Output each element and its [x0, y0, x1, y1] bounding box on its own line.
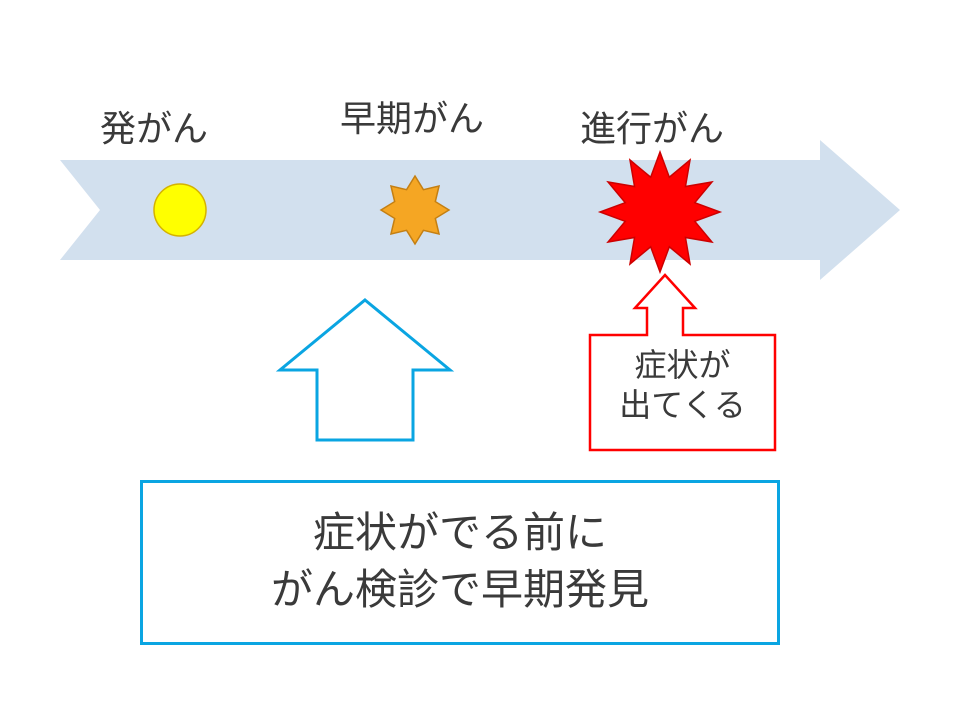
- stage1-label: 発がん: [100, 100, 208, 152]
- stage3-label: 進行がん: [580, 100, 724, 152]
- stage2-label: 早期がん: [340, 90, 484, 142]
- stage2-shape: [381, 176, 449, 244]
- stage1-shape: [154, 184, 206, 236]
- symptom-callout-text: 症状が出てくる: [598, 345, 767, 425]
- main-message-box: 症状がでる前にがん検診で早期発見: [140, 480, 780, 645]
- screening-up-arrow: [280, 300, 450, 440]
